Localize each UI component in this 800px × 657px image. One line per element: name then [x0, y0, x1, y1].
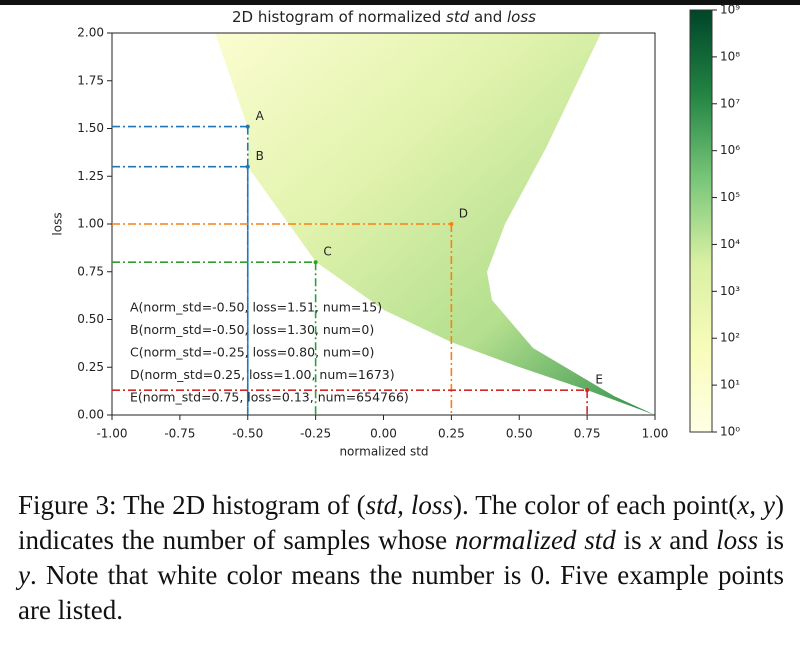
- title-part: 2D histogram of normalized: [232, 8, 446, 26]
- colorbar-tick-label: 10⁶: [720, 143, 740, 157]
- caption-part: ) indicates the number of samples whose: [18, 490, 784, 555]
- caption-part: ). The color of each point(: [452, 490, 738, 520]
- figure: 2D histogram of normalized std and loss …: [0, 0, 800, 459]
- caption-part: is: [615, 525, 650, 555]
- caption-part: normalized std: [454, 525, 616, 555]
- colorbar: [689, 9, 713, 433]
- x-tick-label: 0.75: [574, 427, 601, 441]
- caption-part: . Note that white color means the number…: [18, 560, 784, 625]
- chart-title: 2D histogram of normalized std and loss: [232, 8, 536, 26]
- x-tick-label: 0.50: [506, 427, 533, 441]
- caption-part: Figure 3: The 2D histogram of (: [18, 490, 366, 520]
- point-description: B(norm_std=-0.50, loss=1.30, num=0): [130, 322, 374, 337]
- colorbar-tick-label: 10²: [720, 331, 740, 345]
- y-tick-label: 2.00: [77, 26, 104, 40]
- colorbar-tick-label: 10⁷: [720, 96, 740, 110]
- point-description: C(norm_std=-0.25, loss=0.80, num=0): [130, 345, 374, 360]
- y-tick-label: 0.75: [77, 264, 104, 278]
- point-description: E(norm_std=0.75, loss=0.13, num=654766): [130, 390, 409, 405]
- point-letter: B: [256, 149, 264, 163]
- caption-part: and: [661, 525, 717, 555]
- point-letter: A: [256, 109, 265, 123]
- example-point: [449, 222, 454, 226]
- example-point: [313, 260, 318, 265]
- colorbar-tick-label: 10³: [720, 284, 740, 298]
- colorbar-tick-label: 10⁸: [720, 49, 740, 63]
- caption-part: x: [649, 525, 662, 555]
- point-letter: C: [323, 245, 331, 259]
- y-tick-label: 0.00: [77, 408, 104, 422]
- colorbar-tick-label: 10⁴: [720, 237, 740, 251]
- y-tick-label: 0.25: [77, 360, 104, 374]
- title-part: loss: [507, 8, 536, 26]
- example-point: [245, 164, 250, 169]
- top-band: [0, 0, 800, 5]
- caption-part: std, loss: [365, 490, 453, 520]
- x-tick-label: -0.75: [164, 427, 195, 441]
- colorbar-tick-label: 10¹: [720, 378, 740, 392]
- x-tick-label: 0.25: [438, 427, 465, 441]
- x-tick-label: -0.50: [232, 427, 263, 441]
- y-tick-label: 1.50: [77, 121, 104, 135]
- point-description: D(norm_std=0.25, loss=1.00, num=1673): [130, 367, 395, 382]
- y-tick-label: 1.00: [77, 217, 104, 231]
- caption-part: is: [758, 525, 785, 555]
- caption: Figure 3: The 2D histogram of (std, loss…: [18, 488, 784, 628]
- point-letter: E: [595, 373, 603, 387]
- y-axis-label: loss: [51, 212, 65, 235]
- y-tick-label: 0.50: [77, 312, 104, 326]
- x-tick-label: -0.25: [300, 427, 331, 441]
- x-tick-label: -1.00: [96, 427, 127, 441]
- x-tick-label: 0.00: [370, 427, 397, 441]
- colorbar-tick-label: 10⁵: [720, 190, 740, 204]
- example-point: [245, 124, 250, 129]
- colorbar-tick-label: 10⁰: [720, 425, 740, 439]
- colorbar-tick-label: 10⁹: [720, 3, 740, 17]
- x-tick-label: 1.00: [642, 427, 669, 441]
- caption-part: loss: [716, 525, 759, 555]
- point-letter: D: [459, 207, 468, 221]
- point-description: A(norm_std=-0.50, loss=1.51, num=15): [130, 300, 382, 315]
- y-tick-label: 1.75: [77, 73, 104, 87]
- caption-part: y: [18, 560, 30, 590]
- example-point: [585, 388, 590, 393]
- y-tick-label: 1.25: [77, 169, 104, 183]
- title-part: std: [446, 8, 470, 26]
- x-axis-label: normalized std: [339, 445, 428, 459]
- caption-part: x, y: [737, 490, 775, 520]
- title-part: and: [469, 8, 507, 26]
